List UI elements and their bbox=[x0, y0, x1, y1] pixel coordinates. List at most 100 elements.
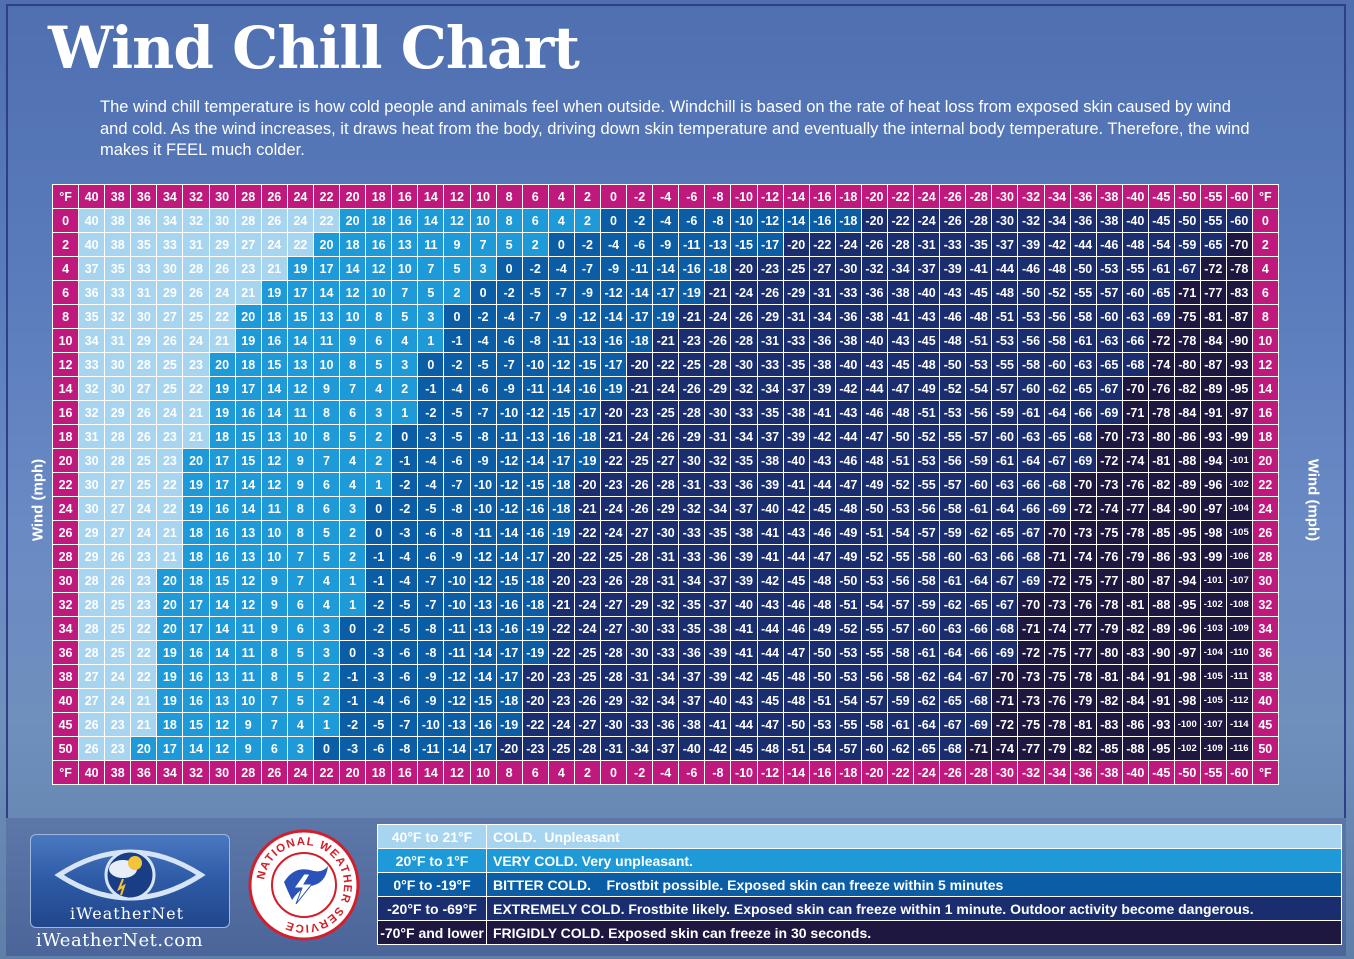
wind-chill-cell: -16 bbox=[495, 616, 523, 641]
wind-chill-cell: 5 bbox=[417, 280, 445, 305]
wind-chill-cell: -32 bbox=[652, 592, 680, 617]
wind-chill-cell: -16 bbox=[521, 520, 549, 545]
wind-chill-cell: 5 bbox=[312, 544, 341, 569]
wind-chill-cell: -46 bbox=[808, 520, 836, 545]
wind-chill-cell: -39 bbox=[1017, 232, 1045, 257]
wind-chill-cell: -79 bbox=[1069, 688, 1097, 713]
wind-chill-cell: -10 bbox=[469, 496, 497, 521]
wind-chill-cell: 1 bbox=[339, 592, 367, 617]
temperature-header-cell: 18 bbox=[365, 184, 393, 209]
temperature-header-cell: 16 bbox=[391, 760, 419, 785]
wind-chill-cell: -52 bbox=[913, 424, 941, 449]
wind-chill-cell: -76 bbox=[1121, 472, 1149, 497]
wind-chill-cell: -84 bbox=[1121, 688, 1149, 713]
wind-chill-cell: -70 bbox=[1069, 472, 1097, 497]
wind-chill-cell: -46 bbox=[782, 592, 810, 617]
wind-chill-cell: -2 bbox=[443, 352, 471, 377]
wind-chill-cell: -39 bbox=[730, 544, 758, 569]
wind-chill-cell: 18 bbox=[182, 568, 210, 593]
wind-chill-cell: -16 bbox=[599, 328, 628, 353]
wind-chill-cell: 14 bbox=[260, 376, 288, 401]
temperature-header-cell: 4 bbox=[547, 184, 575, 209]
wind-chill-cell: -22 bbox=[521, 712, 549, 737]
wind-chill-cell: 10 bbox=[260, 520, 288, 545]
table-row: 0 40 38 36 34 32 30 28 26 24 22 20 18 16 14 12 10 8 6 4 2 0 -2… bbox=[51, 208, 1279, 233]
wind-chill-cell: -63 bbox=[1017, 424, 1045, 449]
wind-chill-cell: -44 bbox=[756, 640, 784, 665]
wind-chill-cell: -89 bbox=[1199, 376, 1227, 401]
wind-chill-cell: -24 bbox=[573, 592, 601, 617]
wind-chill-cell: 16 bbox=[260, 328, 288, 353]
wind-chill-cell: -38 bbox=[808, 352, 836, 377]
wind-chill-cell: -31 bbox=[808, 280, 836, 305]
wind-chill-cell: 17 bbox=[208, 448, 236, 473]
wind-chill-cell: -3 bbox=[365, 664, 393, 689]
wind-chill-cell: -20 bbox=[782, 232, 810, 257]
wind-chill-cell: -62 bbox=[1043, 376, 1071, 401]
table-row: 10 34 31 29 26 24 21 19 16 14 11 9 6 4 1 -1 -4 -6 -8 -11 -13… bbox=[51, 328, 1279, 353]
wind-speed-cell: 22 bbox=[51, 472, 80, 497]
wind-chill-cell: -16 bbox=[547, 424, 575, 449]
wind-chill-cell: -51 bbox=[991, 304, 1019, 329]
wind-chill-cell: -27 bbox=[599, 592, 628, 617]
table-row: 6 36 33 31 29 26 24 21 19 17 14 12 10 7 5 2 0 -2 -5 -7 -9 -12… bbox=[51, 280, 1279, 305]
wind-chill-cell: 15 bbox=[182, 712, 210, 737]
wind-chill-cell: -61 bbox=[913, 640, 941, 665]
wind-chill-cell: 13 bbox=[391, 232, 419, 257]
wind-chill-cell: 19 bbox=[182, 496, 210, 521]
temperature-header-cell: -45 bbox=[1147, 184, 1175, 209]
table-row: 38 27 24 22 19 16 13 11 8 5 2 -1 -3 -6 -9 -12 -14 -17 -20-… bbox=[51, 664, 1279, 689]
wind-chill-cell: -8 bbox=[417, 616, 445, 641]
wind-chill-cell: 38 bbox=[104, 208, 132, 233]
wind-chill-cell: -55 bbox=[860, 616, 889, 641]
wind-chill-cell: -78 bbox=[1121, 520, 1149, 545]
wind-chill-cell: 9 bbox=[260, 568, 288, 593]
wind-chill-cell: -58 bbox=[939, 496, 967, 521]
wind-chill-cell: -98 bbox=[1173, 688, 1201, 713]
table-row: 20 30 28 25 23 20 17 15 12 9 7 4 2 -1 -4 -6 -9 -12 -14 -17-… bbox=[51, 448, 1279, 473]
wind-chill-cell: -26 bbox=[756, 280, 784, 305]
wind-chill-cell: -18 bbox=[521, 568, 549, 593]
temperature-header-cell: 40 bbox=[78, 184, 106, 209]
wind-chill-cell: -24 bbox=[652, 376, 680, 401]
wind-chill-cell: -10 bbox=[521, 352, 549, 377]
wind-chill-cell: -40 bbox=[678, 736, 706, 761]
wind-chill-cell: -6 bbox=[417, 544, 445, 569]
wind-chill-cell: 27 bbox=[78, 688, 106, 713]
wind-chill-cell: 22 bbox=[208, 304, 236, 329]
wind-chill-cell: -105 bbox=[1199, 688, 1227, 713]
wind-chill-cell: 7 bbox=[286, 568, 314, 593]
wind-chill-cell: -51 bbox=[834, 592, 862, 617]
wind-chill-cell: -79 bbox=[1043, 736, 1071, 761]
wind-chill-cell: 6 bbox=[365, 328, 393, 353]
wind-chill-cell: -81 bbox=[1121, 592, 1149, 617]
wind-chill-cell: -66 bbox=[1121, 328, 1149, 353]
wind-chill-cell: -100 bbox=[1173, 712, 1201, 737]
wind-chill-cell: -34 bbox=[652, 664, 680, 689]
wind-chill-cell: 0 bbox=[495, 256, 523, 281]
wind-chill-cell: 8 bbox=[312, 400, 341, 425]
wind-chill-cell: -5 bbox=[417, 496, 445, 521]
wind-chill-cell: 16 bbox=[208, 496, 236, 521]
wind-chill-cell: 16 bbox=[182, 688, 210, 713]
wind-speed-cell: 18 bbox=[51, 424, 80, 449]
wind-chill-cell: -48 bbox=[991, 280, 1019, 305]
wind-chill-cell: -77 bbox=[1069, 640, 1097, 665]
temperature-header-cell: 6 bbox=[521, 184, 549, 209]
wind-chill-cell: -72 bbox=[1199, 256, 1227, 281]
wind-chill-cell: -66 bbox=[991, 544, 1019, 569]
wind-chill-cell: 28 bbox=[78, 616, 106, 641]
wind-chill-cell: -4 bbox=[443, 376, 471, 401]
wind-chill-cell: 27 bbox=[156, 304, 184, 329]
wind-chill-cell: 18 bbox=[339, 232, 367, 257]
table-row: 24 30 27 24 22 19 16 14 11 8 6 3 0 -2 -5 -8 -10 -12 -16 -18… bbox=[51, 496, 1279, 521]
wind-chill-cell: 31 bbox=[182, 232, 210, 257]
wind-chill-cell: -55 bbox=[1069, 280, 1097, 305]
wind-chill-cell: -94 bbox=[1199, 448, 1227, 473]
temperature-header-cell: 10 bbox=[469, 760, 497, 785]
wind-chill-cell: -47 bbox=[782, 640, 810, 665]
table-row: 22 30 27 25 22 19 17 14 12 9 6 4 1 -2 -4 -7 -10 -12 -15 -18… bbox=[51, 472, 1279, 497]
wind-chill-cell: -37 bbox=[678, 664, 706, 689]
table-row: 2 40 38 35 33 31 29 27 24 22 20 18 16 13 11 9 7 5 2 0 -2 -4 -6… bbox=[51, 232, 1279, 257]
wind-chill-cell: -88 bbox=[1147, 592, 1175, 617]
